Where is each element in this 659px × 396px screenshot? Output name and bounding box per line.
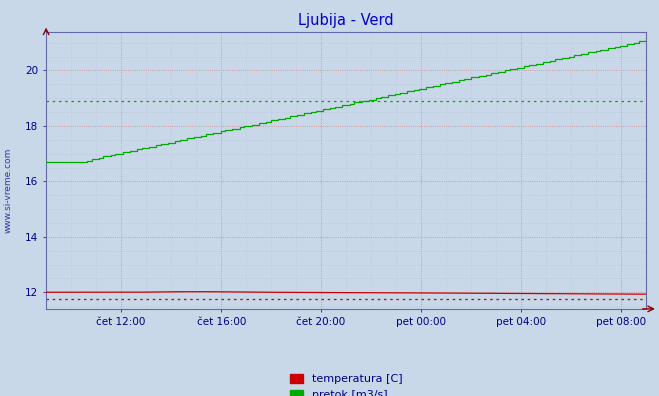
Text: www.si-vreme.com: www.si-vreme.com — [4, 147, 13, 233]
Legend: temperatura [C], pretok [m3/s]: temperatura [C], pretok [m3/s] — [289, 374, 403, 396]
Title: Ljubija - Verd: Ljubija - Verd — [298, 13, 394, 28]
